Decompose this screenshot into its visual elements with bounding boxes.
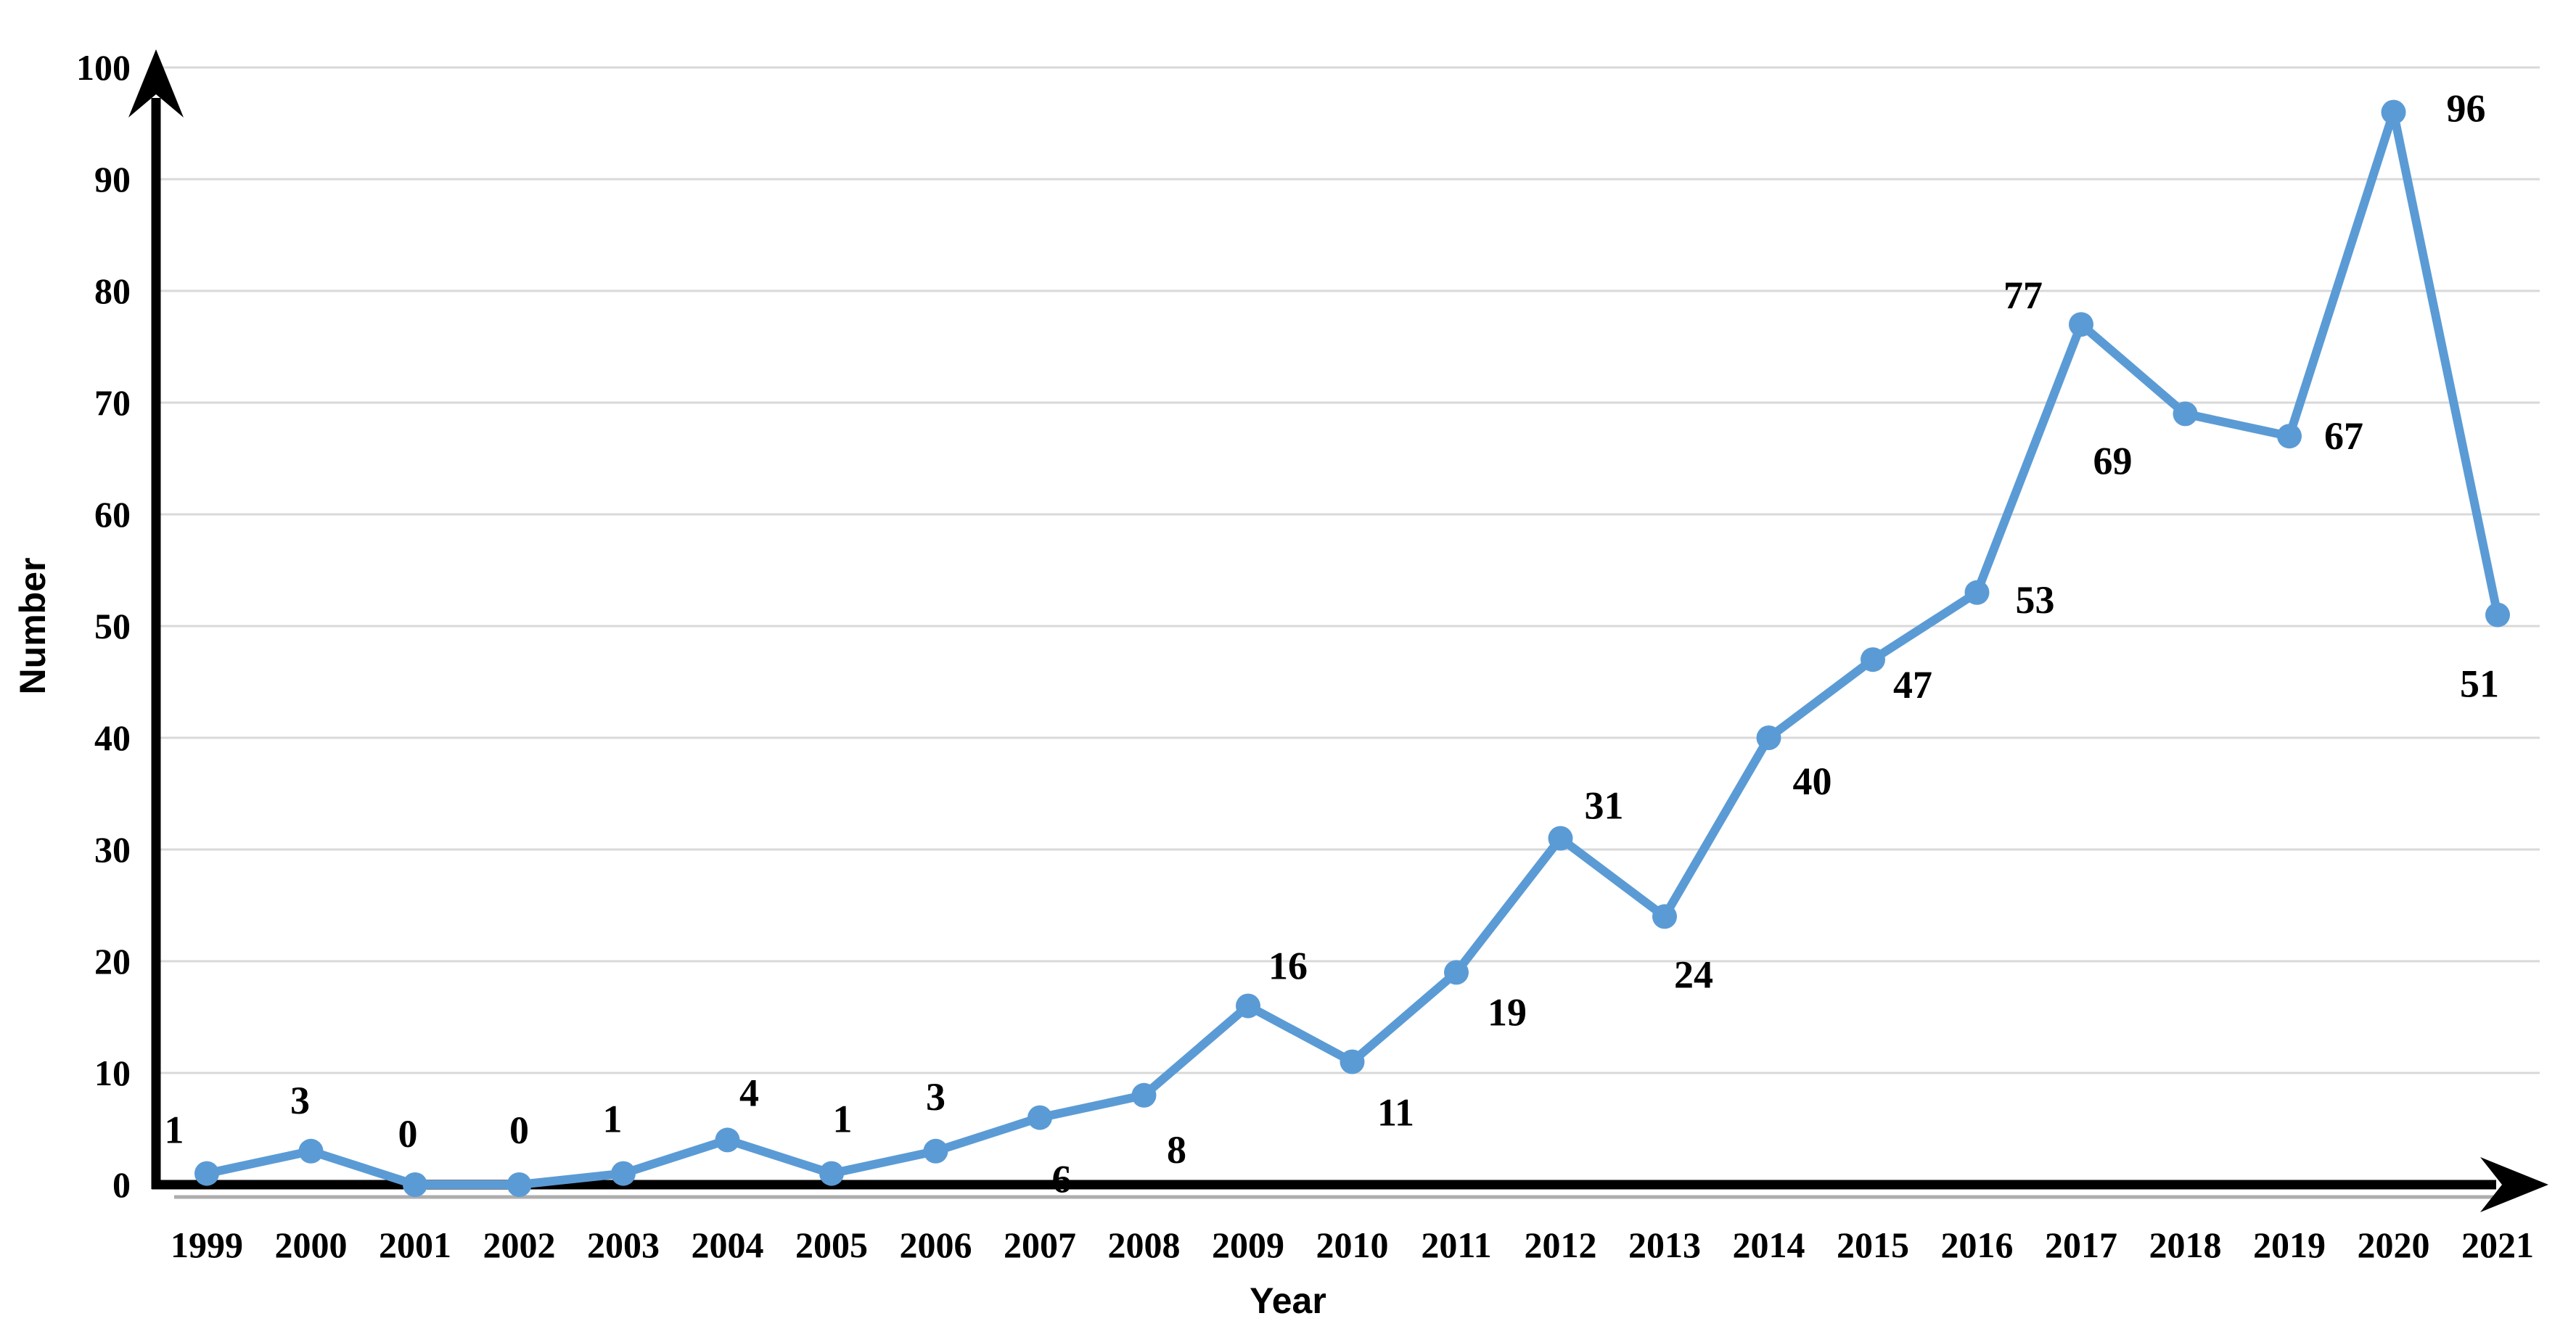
x-axis-title: Year (1250, 1280, 1326, 1321)
data-point-label: 1 (603, 1098, 623, 1141)
x-tick-label: 2018 (2149, 1225, 2222, 1265)
data-point-label: 11 (1377, 1091, 1414, 1135)
data-point (1548, 826, 1573, 851)
data-point (298, 1138, 324, 1164)
data-point-label: 16 (1268, 945, 1308, 988)
x-tick-label: 1999 (171, 1225, 243, 1265)
data-point (1027, 1105, 1052, 1130)
x-tick-label: 2014 (1733, 1225, 1805, 1265)
series-polyline (202, 107, 2502, 1189)
x-tick-label: 2005 (795, 1225, 868, 1265)
data-point-label: 1 (165, 1108, 184, 1152)
x-tick-label: 2002 (483, 1225, 556, 1265)
data-point-label: 53 (2016, 578, 2055, 622)
data-point (2173, 401, 2198, 427)
data-point-label: 3 (290, 1079, 310, 1122)
y-tick-label: 90 (94, 159, 131, 199)
x-tick-label: 2019 (2253, 1225, 2326, 1265)
data-point (403, 1172, 427, 1197)
data-point (1236, 993, 1260, 1019)
axis-titles: Year Number (12, 558, 1326, 1321)
x-tick-label: 2003 (587, 1225, 660, 1265)
data-point (1861, 647, 1885, 672)
x-tick-label: 2006 (900, 1225, 972, 1265)
x-tick-label: 2012 (1525, 1225, 1597, 1265)
y-tick-label: 0 (112, 1164, 131, 1205)
data-point-label: 77 (2003, 273, 2043, 317)
data-point-label: 1 (833, 1098, 853, 1141)
y-tick-label: 10 (94, 1053, 131, 1093)
y-axis-tick-labels: 0 10 20 30 40 50 60 70 80 90 100 (76, 47, 131, 1205)
x-tick-label: 2004 (692, 1225, 764, 1265)
data-point-label: 4 (739, 1071, 759, 1114)
y-tick-label: 30 (94, 829, 131, 870)
data-point (2069, 312, 2093, 337)
data-point-label: 31 (1585, 784, 1624, 828)
series-line (202, 107, 2502, 1189)
axes (128, 49, 2548, 1212)
y-tick-label: 50 (94, 606, 131, 646)
data-point-label: 51 (2460, 662, 2499, 706)
y-tick-label: 100 (76, 47, 131, 88)
data-point (2277, 424, 2302, 449)
x-axis-arrowhead-icon (2480, 1157, 2548, 1212)
x-tick-label: 2001 (379, 1225, 451, 1265)
y-tick-label: 70 (94, 382, 131, 423)
data-point-label: 67 (2324, 414, 2363, 458)
data-point (1340, 1049, 1365, 1074)
y-tick-label: 60 (94, 494, 131, 535)
x-axis-tick-labels: 1999 2000 2001 2002 2003 2004 2005 2006 2007 2008… (171, 1225, 2534, 1265)
data-point (1756, 725, 1781, 750)
data-point (923, 1138, 948, 1164)
data-point (715, 1127, 740, 1153)
x-tick-label: 2020 (2358, 1225, 2430, 1265)
x-tick-label: 2011 (1421, 1225, 1491, 1265)
data-labels: 1 3 0 0 1 4 1 3 6 8 16 11 19 31 24 40 47 53 77 69 67 96 51 (165, 87, 2500, 1201)
x-tick-label: 2021 (2461, 1225, 2534, 1265)
data-point (1131, 1082, 1157, 1108)
x-tick-label: 2013 (1628, 1225, 1701, 1265)
data-point-label: 40 (1793, 760, 1832, 803)
data-point (1444, 960, 1469, 985)
x-tick-label: 2016 (1941, 1225, 2014, 1265)
data-point-label: 24 (1674, 953, 1713, 996)
x-tick-label: 2010 (1316, 1225, 1389, 1265)
data-point (194, 1161, 219, 1186)
data-point (1652, 904, 1677, 929)
data-point (2485, 602, 2510, 628)
data-point (2381, 99, 2406, 125)
gridlines (156, 66, 2540, 1074)
x-tick-label: 2015 (1837, 1225, 1909, 1265)
x-tick-label: 2009 (1212, 1225, 1284, 1265)
y-axis-arrowhead-icon (128, 49, 184, 118)
y-tick-label: 80 (94, 271, 131, 311)
data-point-label: 96 (2447, 87, 2486, 131)
data-point-label: 69 (2093, 439, 2133, 482)
data-point-label: 47 (1893, 663, 1932, 707)
data-point (506, 1172, 532, 1197)
data-point (611, 1161, 636, 1186)
data-point-label: 6 (1052, 1158, 1072, 1201)
y-tick-label: 40 (94, 717, 131, 758)
data-point-label: 19 (1488, 990, 1527, 1034)
x-tick-label: 2017 (2045, 1225, 2117, 1265)
y-axis-title: Number (12, 558, 53, 695)
x-tick-label: 2007 (1004, 1225, 1076, 1265)
data-point-label: 8 (1167, 1128, 1186, 1172)
data-point-label: 0 (398, 1112, 418, 1156)
data-point-label: 3 (926, 1075, 946, 1119)
data-points (194, 99, 2510, 1197)
data-point (1964, 580, 1990, 605)
data-point-label: 0 (509, 1108, 529, 1152)
data-point (819, 1161, 844, 1186)
x-tick-label: 2008 (1108, 1225, 1181, 1265)
x-tick-label: 2000 (275, 1225, 348, 1265)
y-tick-label: 20 (94, 941, 131, 982)
